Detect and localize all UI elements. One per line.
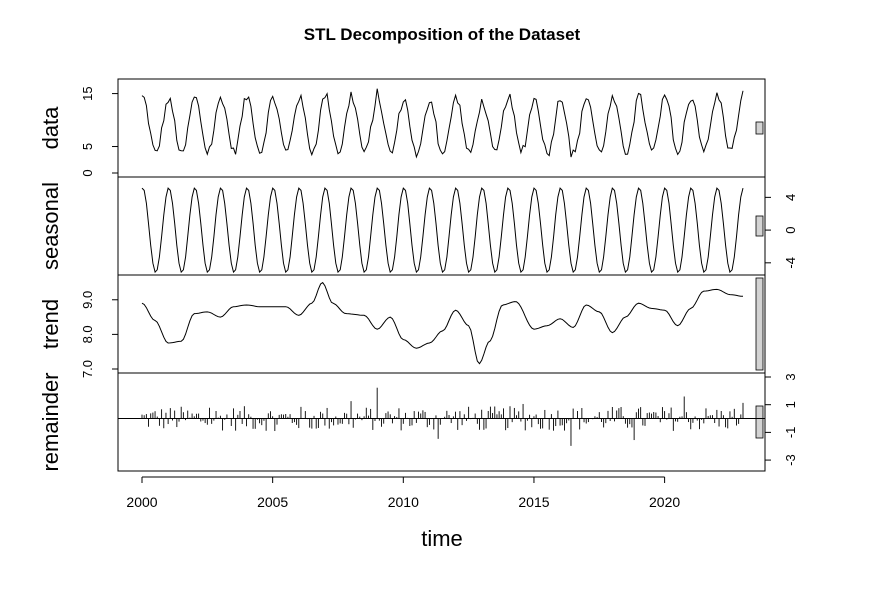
trend-y-tick-label: 9.0 <box>80 291 95 309</box>
data-series-line <box>141 88 744 159</box>
remainder-panel-frame <box>117 372 766 472</box>
data-panel-frame <box>117 78 766 178</box>
data-panel-label: data <box>38 106 63 150</box>
x-axis-label: time <box>421 526 463 551</box>
remainder-y-tick-label: -1 <box>783 427 798 439</box>
x-tick-label: 2000 <box>126 494 157 510</box>
remainder-y-tick-label: 1 <box>783 401 798 408</box>
seasonal-panel: -4 0 4 seasonal <box>38 176 798 276</box>
remainder-y-tick-label: 3 <box>783 373 798 380</box>
seasonal-series-line <box>141 187 744 274</box>
seasonal-panel-label: seasonal <box>38 182 63 270</box>
trend-range-bar <box>755 277 764 371</box>
data-y-tick-label: 0 <box>80 169 95 176</box>
seasonal-y-tick-label: 0 <box>783 226 798 233</box>
remainder-y-tick-label: -3 <box>783 454 798 466</box>
trend-y-tick-label: 7.0 <box>80 360 95 378</box>
x-tick-label: 2020 <box>649 494 680 510</box>
remainder-panel-label: remainder <box>38 372 63 471</box>
seasonal-range-bar <box>755 215 764 237</box>
trend-y-tick-label: 8.0 <box>80 325 95 343</box>
seasonal-y-tick-label: -4 <box>783 257 798 269</box>
x-tick-label: 2015 <box>518 494 549 510</box>
x-axis: 2000 2005 2010 2015 2020 <box>126 476 680 510</box>
trend-panel-label: trend <box>38 299 63 349</box>
x-tick-label: 2005 <box>257 494 288 510</box>
chart-title: STL Decomposition of the Dataset <box>304 25 581 44</box>
data-y-tick-label: 15 <box>80 86 95 100</box>
data-y-tick-label: 5 <box>80 143 95 150</box>
plot-layer: 0 5 15 data -4 0 4 seasonal 7.0 8.0 9.0 trend -3 -1 1 3… <box>38 78 798 510</box>
data-range-bar <box>755 121 764 135</box>
seasonal-y-tick-label: 4 <box>783 194 798 201</box>
remainder-range-bar <box>755 405 764 439</box>
remainder-panel: -3 -1 1 3 remainder <box>38 372 798 471</box>
trend-series-line <box>141 281 744 365</box>
data-panel: 0 5 15 data <box>38 78 766 178</box>
trend-panel: 7.0 8.0 9.0 trend <box>38 274 766 378</box>
x-tick-label: 2010 <box>388 494 419 510</box>
trend-panel-frame <box>117 274 766 374</box>
